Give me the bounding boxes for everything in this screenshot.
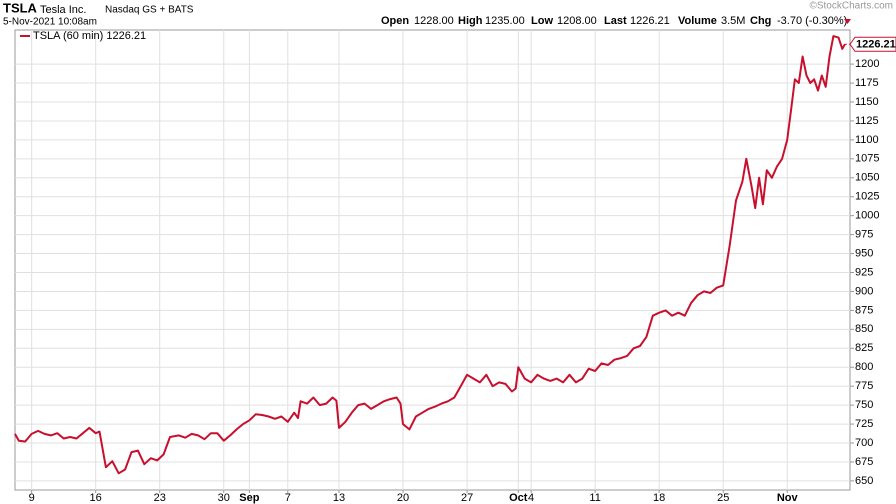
exchange: Nasdaq GS + BATS (105, 5, 194, 16)
plot-frame (14, 29, 851, 491)
stat-label: Volume (678, 15, 717, 27)
y-tick-label: 925 (855, 266, 873, 278)
x-tick-label: Sep (239, 492, 259, 504)
x-tick-label: Nov (777, 492, 799, 504)
y-tick-label: 800 (855, 361, 873, 373)
stat-label: Low (531, 15, 553, 27)
y-tick-label: 1050 (855, 172, 879, 184)
watermark: ©StockCharts.com (809, 1, 893, 12)
y-tick-label: 775 (855, 380, 873, 392)
x-tick-label: 20 (397, 492, 409, 504)
price-tag-label: 1226.21 (856, 39, 896, 51)
x-tick-label: 27 (461, 492, 473, 504)
y-tick-label: 1150 (855, 96, 879, 108)
y-tick-label: 1100 (855, 134, 879, 146)
x-tick-label: 23 (154, 492, 166, 504)
y-tick-label: 650 (855, 475, 873, 487)
x-tick-label: 18 (653, 492, 665, 504)
stat-value: -3.70 (-0.30%) (777, 15, 847, 27)
legend-label: TSLA (60 min) 1226.21 (33, 30, 146, 42)
stat-value: 3.5M (721, 15, 745, 27)
stat-label: Chg (750, 15, 771, 27)
y-tick-label: 675 (855, 456, 873, 468)
stat-label: High (458, 15, 483, 27)
x-tick-label: Oct (509, 492, 528, 504)
x-tick-label: 16 (90, 492, 102, 504)
price-line (14, 35, 846, 475)
y-tick-label: 975 (855, 229, 873, 241)
y-tick-label: 825 (855, 342, 873, 354)
y-tick-label: 850 (855, 323, 873, 335)
y-tick-label: 950 (855, 247, 873, 259)
y-tick-label: 1075 (855, 153, 879, 165)
x-tick-label: 25 (717, 492, 729, 504)
y-tick-label: 900 (855, 285, 873, 297)
x-tick-label: 7 (285, 492, 291, 504)
x-tick-label: 9 (29, 492, 35, 504)
symbol: TSLA (3, 0, 38, 15)
y-tick-label: 1025 (855, 191, 879, 203)
y-tick-label: 1000 (855, 210, 879, 222)
y-tick-label: 750 (855, 399, 873, 411)
y-tick-label: 1175 (855, 77, 879, 89)
stat-value: 1208.00 (557, 15, 597, 27)
stat-value: 1226.21 (630, 15, 670, 27)
price-tag (849, 36, 896, 52)
y-tick-label: 875 (855, 304, 873, 316)
y-tick-label: 725 (855, 418, 873, 430)
stat-value: 1228.00 (414, 15, 454, 27)
timestamp: 5-Nov-2021 10:08am (3, 17, 97, 28)
stat-value: 1235.00 (485, 15, 525, 27)
stat-label: Last (604, 15, 627, 27)
x-tick-label: 13 (333, 492, 345, 504)
down-arrow (844, 19, 851, 24)
stat-label: Open (381, 15, 409, 27)
y-tick-label: 1125 (855, 115, 879, 127)
x-tick-label: 11 (589, 492, 600, 504)
x-tick-label: 4 (528, 492, 534, 504)
company: Tesla Inc. (40, 4, 86, 16)
y-tick-label: 1200 (855, 58, 879, 70)
y-tick-label: 700 (855, 437, 873, 449)
x-tick-label: 30 (218, 492, 230, 504)
